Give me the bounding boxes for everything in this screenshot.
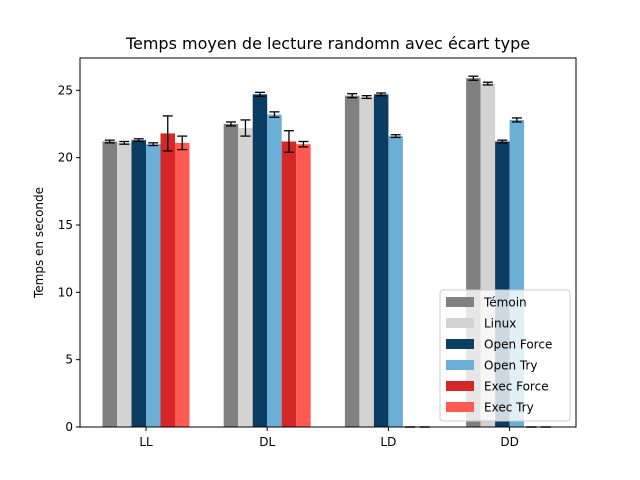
legend-swatch: [446, 381, 474, 391]
legend-entry: Open Force: [446, 338, 552, 352]
error-bar: [162, 115, 173, 152]
x-tick-label: DD: [500, 435, 518, 449]
chart-title: Temps moyen de lecture randomn avec écar…: [125, 34, 530, 53]
error-bar: [376, 92, 387, 97]
legend-swatch: [446, 339, 474, 349]
legend-label: Exec Try: [484, 401, 534, 415]
error-bar: [225, 121, 236, 127]
bar-linux-ll: [117, 142, 132, 427]
error-bar: [347, 93, 358, 99]
x-axis: LL DL LD DD: [139, 427, 519, 449]
y-axis: 0 5 10 15 20 25: [58, 83, 80, 434]
bar-exec-force-dl: [281, 141, 297, 428]
bar-exec-force-ll: [160, 133, 175, 427]
bar-open-try-ld: [388, 136, 403, 427]
error-bar: [298, 140, 309, 148]
legend-entry: Témoin: [446, 296, 527, 310]
legend-label: Exec Force: [484, 380, 549, 394]
plot-area: [102, 75, 551, 428]
bar-t-moin-ld: [344, 95, 360, 427]
error-bar: [468, 75, 479, 81]
y-tick-label: 10: [58, 285, 73, 299]
y-tick-label: 15: [58, 218, 73, 232]
bar-linux-ld: [359, 97, 374, 427]
error-bar: [177, 135, 188, 151]
bar-exec-try-ll: [175, 142, 190, 427]
bar-exec-try-dl: [296, 144, 311, 428]
y-axis-label: Temps en seconde: [32, 187, 46, 299]
error-bar: [240, 119, 251, 137]
y-tick-label: 0: [65, 420, 73, 434]
legend-entry: Open Try: [446, 359, 537, 373]
bar-open-force-ll: [131, 140, 146, 427]
error-bar: [133, 138, 144, 143]
x-tick-label: DL: [259, 435, 275, 449]
legend-swatch: [446, 402, 474, 412]
error-bar: [511, 117, 522, 123]
legend-entry: Linux: [446, 317, 516, 331]
y-tick-label: 5: [65, 353, 73, 367]
legend-label: Open Try: [484, 359, 537, 373]
error-bar: [497, 139, 508, 144]
error-bar: [119, 140, 130, 145]
bar-t-moin-dl: [223, 123, 239, 428]
legend-label: Linux: [484, 317, 516, 331]
error-bar: [482, 81, 493, 86]
x-tick-label: LD: [380, 435, 396, 449]
legend: Témoin Linux Open Force Open Try Exec Force E…: [439, 289, 571, 422]
bar-t-moin-ll: [102, 141, 117, 428]
bar-linux-dl: [238, 128, 253, 428]
error-bar: [254, 91, 265, 98]
bar-open-try-dl: [267, 114, 282, 427]
error-bar: [283, 130, 294, 153]
legend-swatch: [446, 297, 474, 307]
error-bar: [148, 142, 159, 147]
x-tick-label: LL: [139, 435, 153, 449]
error-bar: [104, 139, 115, 144]
error-bar: [361, 95, 372, 100]
bar-open-try-ll: [146, 144, 161, 428]
y-tick-label: 25: [58, 83, 73, 97]
legend-entry: Exec Force: [446, 380, 549, 394]
axes-frame: [79, 57, 577, 428]
bar-open-force-dl: [252, 94, 268, 427]
legend-label: Open Force: [484, 338, 552, 352]
legend-swatch: [446, 360, 474, 370]
error-bar: [390, 134, 401, 139]
y-tick-label: 20: [58, 151, 73, 165]
legend-entry: Exec Try: [446, 401, 534, 415]
bar-open-force-ld: [373, 94, 389, 427]
legend-label: Témoin: [483, 296, 527, 310]
legend-swatch: [446, 318, 474, 328]
error-bar: [269, 111, 280, 118]
